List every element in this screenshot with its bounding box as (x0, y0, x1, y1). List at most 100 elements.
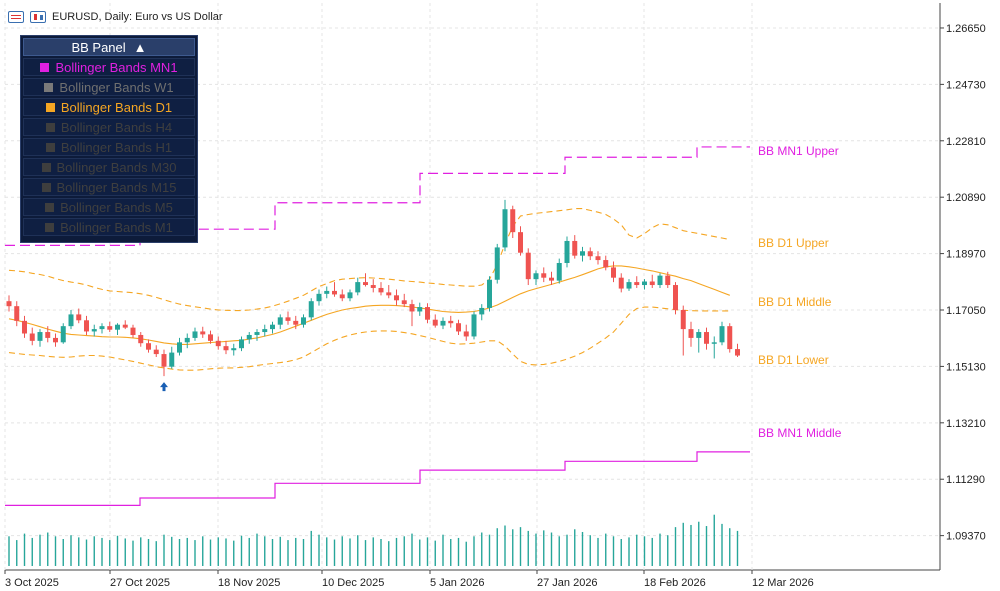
candle-body (122, 324, 128, 328)
candle-body (394, 295, 399, 301)
bb-color-swatch-icon (40, 62, 50, 72)
candle-body (332, 290, 337, 295)
bb-color-swatch-icon (41, 162, 51, 172)
candle-body (603, 260, 609, 268)
candle-body (510, 209, 516, 233)
candle-body (719, 326, 725, 343)
bb-toggle-label: Bollinger Bands H4 (60, 119, 173, 135)
bb-toggle-label: Bollinger Bands M30 (56, 159, 177, 175)
price-tick-label: 1.20890 (946, 192, 986, 204)
bb-toggle-item[interactable]: Bollinger Bands D1 (23, 98, 195, 116)
candle-body (502, 209, 508, 248)
candle-body (215, 340, 221, 347)
bb-toggle-item[interactable]: Bollinger Bands M30 (23, 158, 195, 176)
bb-color-swatch-icon (45, 122, 55, 132)
bb-toggle-item[interactable]: Bollinger Bands MN1 (23, 58, 195, 76)
candle-body (649, 281, 655, 286)
candle-body (479, 307, 485, 315)
candle-body (6, 301, 12, 307)
date-tick-label: 18 Feb 2026 (644, 577, 706, 589)
bb-color-swatch-icon (41, 182, 51, 192)
price-tick-label: 1.26650 (946, 23, 986, 35)
bb-panel-header[interactable]: BB Panel ▲ (23, 38, 195, 56)
candle-body (91, 329, 97, 332)
bb-mn1-upper-line (5, 146, 750, 246)
date-tick-label: 12 Mar 2026 (752, 577, 814, 589)
candle-body (386, 292, 392, 296)
candle-body (177, 342, 182, 353)
candle-body (533, 273, 539, 280)
buy-arrow-icon (160, 382, 168, 392)
candlestick-icon[interactable] (30, 11, 46, 23)
bb-toggle-item[interactable]: Bollinger Bands M15 (23, 178, 195, 196)
candle-body (270, 324, 275, 330)
candle-body (60, 326, 66, 343)
bb-toggle-label: Bollinger Bands M1 (60, 219, 173, 235)
band-label-d1-upper: BB D1 Upper (758, 236, 829, 250)
candle-body (448, 320, 454, 324)
bb-panel-list: Bollinger Bands MN1 Bollinger Bands W1 Bol… (23, 58, 195, 236)
candle-body (254, 332, 260, 335)
table-icon[interactable] (8, 11, 24, 23)
candle-body (456, 323, 461, 332)
candle-body (704, 332, 709, 344)
candle-body (425, 307, 430, 320)
date-tick-label: 10 Dec 2025 (322, 577, 384, 589)
bb-toggle-item[interactable]: Bollinger Bands H4 (23, 118, 195, 136)
candle-body (308, 301, 314, 318)
bb-toggle-item[interactable]: Bollinger Bands H1 (23, 138, 195, 156)
candle-body (169, 352, 175, 367)
candle-body (564, 240, 570, 263)
price-tick-label: 1.09370 (946, 531, 986, 543)
band-label-mn1-middle: BB MN1 Middle (758, 426, 842, 440)
candle-body (262, 329, 268, 333)
bb-d1-upper-line (8, 208, 730, 312)
candle-body (440, 320, 446, 326)
candle-body (494, 247, 500, 280)
bb-color-swatch-icon (45, 102, 55, 112)
price-tick-label: 1.17050 (946, 305, 986, 317)
candle-body (673, 285, 678, 311)
candle-body (223, 346, 229, 351)
candle-body (339, 294, 345, 299)
candle-body (463, 331, 469, 337)
date-tick-label: 5 Jan 2026 (430, 577, 484, 589)
date-tick-label: 27 Jan 2026 (537, 577, 598, 589)
bb-toggle-item[interactable]: Bollinger Bands W1 (23, 78, 195, 96)
candle-body (161, 354, 167, 367)
candle-body (518, 232, 523, 253)
candle-body (409, 304, 415, 312)
chart-title-bar: EURUSD, Daily: Euro vs US Dollar (8, 9, 223, 25)
candle-body (696, 332, 702, 338)
candle-body (727, 326, 733, 350)
candle-body (184, 337, 190, 343)
candle-body (347, 292, 353, 299)
band-label-d1-lower: BB D1 Lower (758, 353, 829, 367)
candle-body (285, 317, 291, 321)
candle-body (324, 290, 330, 294)
candle-body (200, 331, 206, 335)
band-label-mn1-upper: BB MN1 Upper (758, 144, 839, 158)
chart-symbol-title: EURUSD, Daily: Euro vs US Dollar (52, 11, 223, 23)
bb-d1-middle-line (8, 265, 730, 345)
candle-body (680, 310, 686, 330)
price-tick-label: 1.22810 (946, 136, 986, 148)
candle-body (471, 314, 477, 337)
bb-toggle-item[interactable]: Bollinger Bands M5 (23, 198, 195, 216)
bb-color-swatch-icon (45, 202, 55, 212)
candle-body (107, 326, 113, 330)
candle-body (68, 314, 74, 327)
bb-toggle-label: Bollinger Bands H1 (60, 139, 173, 155)
bb-toggle-item[interactable]: Bollinger Bands M1 (23, 218, 195, 236)
bb-panel-title: BB Panel (71, 39, 126, 55)
candle-body (618, 277, 624, 289)
candle-body (37, 332, 43, 341)
collapse-arrow-icon[interactable]: ▲ (133, 39, 147, 55)
price-tick-label: 1.13210 (946, 418, 986, 430)
band-label-d1-middle: BB D1 Middle (758, 295, 832, 309)
candle-body (246, 334, 252, 340)
bb-toggle-label: Bollinger Bands MN1 (55, 59, 178, 75)
candle-body (99, 326, 105, 330)
